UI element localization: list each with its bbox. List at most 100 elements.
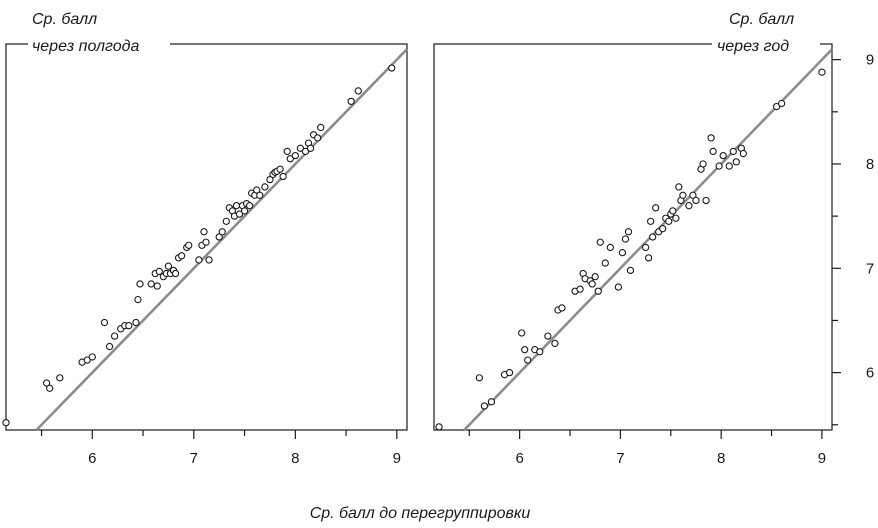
data-point-right (772, 102, 781, 111)
data-point-right (702, 196, 710, 205)
points-right (435, 68, 826, 431)
data-point-left (83, 356, 91, 364)
data-point-right (777, 99, 786, 108)
x-tick-label-right: 9 (818, 450, 826, 467)
data-point-left (171, 269, 180, 278)
data-point-right (644, 254, 653, 262)
data-point-left (279, 172, 287, 181)
data-point-left (125, 322, 133, 330)
y-tick-label-right: 6 (866, 365, 874, 382)
panel-title-right-line1: Ср. балл (729, 11, 794, 28)
x-ticks-right: 6 7 8 9 (468, 430, 826, 467)
data-point-right (818, 68, 826, 76)
data-point-right (601, 259, 609, 267)
data-point-right (707, 134, 715, 142)
data-point-left (388, 64, 396, 72)
x-tick-label-right: 8 (717, 450, 725, 467)
plot-frame-left (5, 43, 408, 431)
data-point-right (675, 183, 683, 191)
data-point-right (739, 149, 747, 158)
data-point-right (679, 191, 687, 199)
y-ticks-right: 6 7 8 9 (832, 52, 874, 426)
data-point-left (306, 144, 315, 152)
data-point-left (177, 252, 186, 260)
data-point-left (200, 228, 208, 236)
data-point-left (88, 353, 96, 361)
data-point-left (42, 379, 51, 387)
data-point-left (56, 374, 64, 382)
data-point-left (46, 384, 54, 392)
data-point-right (715, 162, 723, 170)
data-point-right (624, 228, 633, 236)
data-point-right (685, 202, 693, 210)
y-tick-label-right: 7 (866, 260, 874, 277)
panel-title-left-line2: через полгода (32, 38, 140, 55)
x-tick-label-right: 7 (616, 450, 624, 467)
reference-line-right (463, 48, 833, 431)
data-point-right (591, 272, 599, 281)
x-tick-label-left: 7 (190, 450, 198, 467)
data-point-left (222, 217, 230, 226)
panel-right: Ср. балл через год 6 7 8 9 6 7 8 9 (433, 11, 874, 467)
data-point-left (185, 241, 193, 249)
data-point-right (588, 280, 596, 288)
data-point-left (132, 318, 140, 327)
points-left (2, 64, 396, 427)
x-tick-label-left: 9 (393, 450, 401, 467)
data-point-right (621, 235, 630, 243)
data-point-right (641, 243, 650, 252)
data-point-right (551, 339, 559, 348)
data-point-left (283, 147, 291, 156)
data-point-right (558, 304, 566, 312)
data-point-right (725, 162, 733, 170)
data-point-right (596, 238, 604, 246)
data-point-right (518, 329, 526, 337)
data-point-left (136, 280, 144, 288)
data-point-right (665, 217, 673, 226)
data-point-left (266, 175, 274, 184)
data-point-right (732, 158, 740, 166)
data-point-left (202, 238, 210, 246)
data-point-right (709, 147, 717, 156)
data-point-right (646, 217, 655, 226)
title-backdrop-right (712, 36, 820, 54)
data-point-right (652, 204, 660, 212)
data-point-right (487, 398, 496, 406)
data-point-right (576, 285, 584, 293)
data-point-right (606, 243, 614, 252)
data-point-left (147, 280, 155, 288)
data-point-left (286, 155, 294, 163)
x-tick-label-right: 6 (515, 450, 523, 467)
data-point-left (110, 332, 119, 340)
data-point-left (301, 147, 310, 156)
data-point-left (245, 202, 254, 210)
data-point-right (689, 191, 697, 199)
data-point-left (218, 228, 226, 236)
data-point-right (505, 368, 514, 377)
data-point-left (347, 97, 355, 106)
y-tick-label-right: 8 (866, 156, 874, 173)
data-point-left (256, 191, 264, 199)
data-point-left (134, 295, 142, 304)
data-point-left (155, 267, 163, 276)
data-point-right (536, 348, 544, 356)
data-point-right (480, 402, 489, 410)
data-point-right (614, 283, 623, 291)
data-point-left (100, 318, 109, 327)
data-point-left (215, 233, 223, 241)
data-point-left (253, 186, 261, 194)
data-point-right (672, 214, 680, 222)
panel-title-left-line1: Ср. балл (32, 11, 97, 28)
panel-left: Ср. балл через полгода 6 7 8 9 (2, 11, 408, 467)
x-axis-label: Ср. балл до перегруппировки (310, 505, 531, 522)
data-point-right (475, 374, 483, 382)
data-point-right (692, 196, 700, 205)
data-point-right (594, 287, 602, 295)
data-point-left (291, 151, 299, 160)
data-point-left (2, 419, 10, 427)
data-point-right (699, 160, 707, 168)
data-point-left (354, 87, 362, 95)
data-point-left (296, 144, 305, 152)
title-backdrop-left (28, 36, 170, 54)
plot-frame-right (433, 43, 833, 431)
